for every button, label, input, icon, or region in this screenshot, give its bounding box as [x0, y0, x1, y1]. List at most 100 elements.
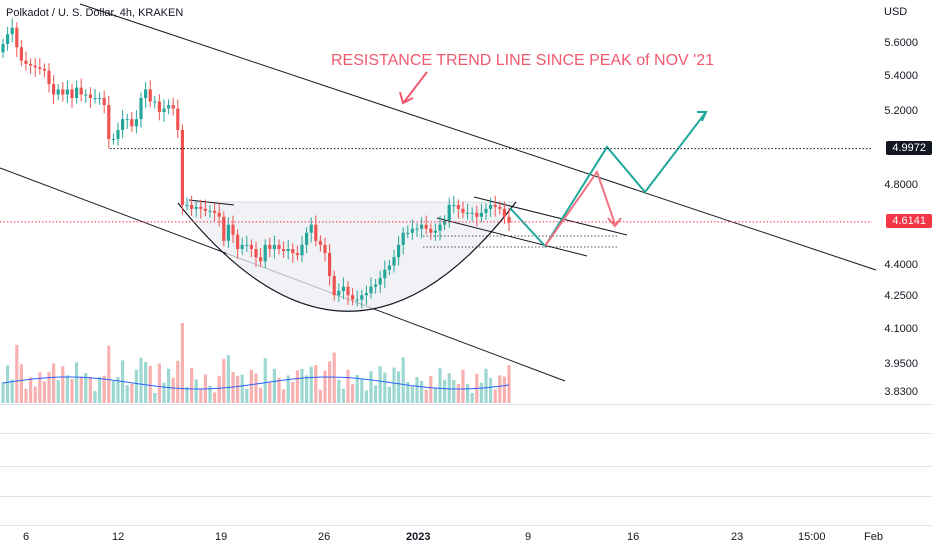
time-tick-label: 15:00 — [798, 531, 826, 543]
volume-bar — [268, 382, 272, 403]
price-tick-label: 4.1000 — [884, 323, 918, 336]
candle-body — [456, 204, 460, 209]
chart-title: Polkadot / U. S. Dollar, 4h, KRAKEN — [6, 7, 184, 19]
volume-bar — [47, 372, 51, 403]
volume-bar — [314, 365, 318, 403]
volume-bar — [10, 379, 14, 403]
candle-body — [272, 244, 276, 249]
candle-body — [286, 248, 290, 252]
candle-body — [144, 89, 148, 99]
candle-body — [52, 84, 56, 95]
volume-bar — [351, 383, 355, 403]
candle-body — [429, 228, 433, 233]
candle-body — [420, 224, 424, 229]
candle-body — [111, 138, 115, 140]
candle-body — [341, 286, 345, 291]
volume-bar — [15, 344, 19, 403]
time-tick-label: 6 — [23, 531, 30, 543]
volume-bar — [130, 383, 134, 403]
volume-bar — [19, 364, 23, 403]
candle-body — [314, 224, 318, 241]
candle-body — [493, 204, 497, 207]
bearish-projection-arrowhead — [607, 217, 622, 228]
candle-body — [70, 89, 74, 99]
candle-body — [139, 98, 143, 120]
volume-bar — [93, 391, 97, 403]
candle-body — [24, 60, 28, 64]
volume-bar — [84, 373, 88, 403]
volume-bar — [180, 323, 184, 403]
candle-body — [116, 129, 120, 139]
candle-body — [194, 206, 198, 209]
volume-bar — [443, 379, 447, 403]
volume-bar — [387, 386, 391, 403]
candle-body — [406, 232, 410, 234]
candle-body — [433, 230, 437, 233]
candle-body — [93, 98, 97, 100]
candle-body — [19, 47, 23, 61]
candle-body — [185, 204, 189, 206]
volume-bar — [438, 368, 442, 403]
volume-bar — [461, 369, 465, 403]
volume-bar — [1, 382, 5, 403]
candle-body — [130, 119, 134, 127]
candle-body — [484, 208, 488, 213]
candle-body — [171, 105, 175, 109]
volume-bar — [424, 389, 428, 403]
candle-body — [360, 295, 364, 300]
volume-bar — [466, 384, 470, 403]
volume-bar — [167, 368, 171, 403]
volume-bar — [176, 360, 180, 403]
volume-bar — [374, 385, 378, 403]
time-tick-label: 2023 — [406, 531, 431, 543]
candle-body — [65, 89, 69, 95]
candle-body — [217, 212, 221, 217]
candle-body — [479, 212, 483, 217]
volume-bar — [139, 357, 143, 403]
candle-body — [15, 27, 19, 48]
volume-bar — [208, 386, 212, 403]
volume-bar — [249, 369, 253, 403]
candle-body — [268, 244, 272, 249]
resistance-trend-line — [79, 3, 877, 271]
volume-bar — [24, 388, 28, 403]
candle-body — [364, 293, 368, 296]
time-tick-label: 26 — [318, 531, 331, 543]
candle-body — [79, 87, 83, 95]
candle-body — [397, 244, 401, 258]
candle-body — [102, 98, 106, 106]
candle-body — [47, 70, 51, 85]
volume-bar — [240, 374, 244, 403]
volume-bar — [291, 381, 295, 403]
volume-bar — [507, 365, 511, 403]
cup-curve — [177, 201, 517, 312]
volume-bar — [42, 381, 46, 403]
volume-bar — [401, 357, 405, 403]
price-tick-label: 3.8300 — [884, 386, 918, 398]
volume-bar — [318, 389, 322, 403]
candle-body — [107, 105, 111, 139]
pane-divider-4 — [0, 496, 932, 497]
candle-body — [98, 98, 102, 100]
candle-body — [305, 232, 309, 245]
candle-body — [240, 244, 244, 249]
candle-body — [378, 278, 382, 285]
resistance-price-tag: 4.9972 — [886, 140, 932, 155]
candle-body — [88, 94, 92, 99]
volume-bar — [429, 375, 433, 403]
volume-bar — [479, 382, 483, 403]
time-tick-label: 12 — [112, 531, 125, 543]
pane-divider-1 — [0, 404, 932, 405]
candle-body — [415, 228, 419, 230]
volume-bar — [277, 377, 281, 403]
volume-bar — [222, 358, 226, 403]
volume-bar — [360, 378, 364, 403]
volume-bar — [259, 387, 263, 403]
volume-bar — [295, 370, 299, 403]
volume-bar — [61, 366, 65, 403]
volume-pane — [1, 323, 511, 403]
volume-bar — [355, 375, 359, 403]
volume-bar — [415, 377, 419, 403]
volume-bar — [406, 382, 410, 403]
